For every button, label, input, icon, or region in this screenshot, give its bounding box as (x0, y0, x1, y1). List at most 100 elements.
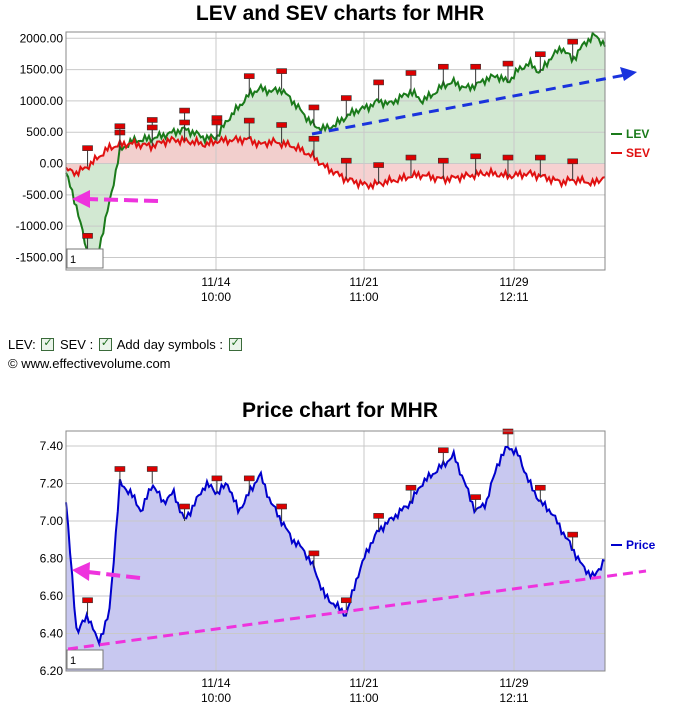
day-marker (502, 60, 514, 67)
day-marker (470, 63, 481, 70)
legend-label-sev: SEV (626, 146, 650, 160)
x-tick-date: 11/21 (349, 275, 378, 289)
day-marker (405, 70, 417, 76)
day-marker (567, 531, 578, 538)
day-marker (308, 104, 320, 111)
range-box-label: 1 (70, 254, 76, 266)
x-tick-date: 11/21 (349, 676, 378, 690)
day-marker (308, 135, 320, 142)
day-marker (211, 119, 223, 126)
day-marker (179, 503, 190, 510)
day-marker (567, 158, 578, 165)
day-symbols-label: Add day symbols : (116, 337, 223, 352)
y-tick-label: -1500.00 (16, 250, 64, 264)
day-marker (82, 145, 93, 151)
x-tick-time: 11:00 (349, 290, 378, 304)
sev-label: SEV : (59, 337, 94, 352)
x-tick-date: 11/29 (499, 275, 528, 289)
day-marker (243, 73, 255, 79)
x-tick-time: 11:00 (349, 691, 378, 705)
day-marker (340, 157, 352, 164)
x-tick-date: 11/29 (499, 676, 528, 690)
y-tick-label: 1500.00 (20, 63, 64, 77)
day-marker (373, 513, 384, 519)
chart-title: Price chart for MHR (242, 399, 438, 422)
x-tick-time: 10:00 (201, 691, 231, 705)
chart-title: LEV and SEV charts for MHR (196, 2, 484, 25)
day-marker (373, 162, 384, 168)
day-marker (211, 475, 223, 482)
series-fill-price (66, 446, 605, 671)
lev-sev-chart: LEV and SEV charts for MHR2000.001500.00… (16, 2, 650, 304)
day-marker (535, 154, 546, 161)
day-marker (470, 494, 481, 500)
trend-line-blue (311, 73, 626, 136)
day-marker (437, 157, 449, 164)
sev-checkbox[interactable] (98, 336, 112, 351)
day-marker (405, 154, 417, 161)
day-marker (535, 484, 546, 491)
y-tick-label: 0.00 (40, 157, 64, 171)
day-marker (567, 38, 578, 45)
x-tick-date: 11/14 (201, 275, 230, 289)
y-tick-label: 7.00 (40, 514, 64, 528)
lev-label: LEV: (8, 337, 36, 352)
annotation-arrow-magenta (87, 570, 141, 580)
day-marker (82, 233, 93, 239)
plot-border (65, 430, 606, 672)
annotation-arrowhead-magenta (72, 190, 90, 208)
day-marker (82, 597, 93, 604)
series-line-price (65, 445, 606, 648)
y-tick-label: 7.40 (40, 439, 64, 453)
range-box-label: 1 (70, 655, 76, 667)
y-tick-label: -1000.00 (16, 219, 64, 233)
x-tick-time: 10:00 (201, 290, 231, 304)
day-symbols-checkbox[interactable] (228, 336, 242, 351)
day-marker (146, 117, 158, 123)
y-tick-label: 500.00 (26, 125, 63, 139)
annotation-arrowhead-magenta (72, 562, 90, 581)
copyright-text: © www.effectivevolume.com (8, 356, 171, 371)
day-marker (179, 119, 190, 126)
day-marker (276, 503, 287, 510)
day-marker (276, 68, 287, 74)
day-marker (276, 122, 287, 128)
day-marker (114, 123, 126, 130)
day-marker (437, 447, 449, 454)
legend-label-lev: LEV (626, 127, 649, 141)
series-line-sev (65, 134, 606, 191)
day-marker (243, 475, 255, 482)
day-marker (146, 466, 158, 472)
day-marker (179, 107, 190, 114)
plot-border (65, 31, 606, 271)
y-tick-label: 6.20 (40, 664, 64, 678)
trend-arrowhead-blue (620, 67, 637, 81)
day-marker (470, 153, 481, 160)
y-tick-label: 7.20 (40, 477, 64, 491)
day-marker (114, 466, 126, 472)
y-tick-label: 6.60 (40, 589, 64, 603)
day-marker (373, 79, 384, 86)
x-tick-time: 12:11 (499, 691, 528, 705)
day-marker (502, 154, 514, 161)
annotation-arrow-magenta (85, 197, 159, 203)
range-box (66, 649, 104, 670)
day-marker (243, 117, 255, 124)
trend-line-magenta (67, 569, 647, 651)
day-marker (308, 550, 320, 557)
day-marker (340, 95, 352, 101)
x-tick-date: 11/14 (201, 676, 230, 690)
price-chart: Price chart for MHR 7.40 7.20 7.00 6.80 6.60 6… (40, 399, 656, 705)
y-tick-label: 6.80 (40, 552, 64, 566)
x-tick-time: 12:11 (499, 290, 528, 304)
day-marker (437, 63, 449, 70)
lev-checkbox[interactable] (41, 336, 55, 351)
chart-controls: LEV: SEV : Add day symbols : (8, 336, 244, 352)
day-marker (146, 124, 158, 131)
range-box (66, 248, 104, 269)
day-marker (405, 484, 417, 491)
y-tick-label: 6.40 (40, 627, 64, 641)
y-tick-label: -500.00 (22, 188, 63, 202)
day-marker (535, 51, 546, 58)
y-tick-label: 1000.00 (20, 94, 64, 108)
